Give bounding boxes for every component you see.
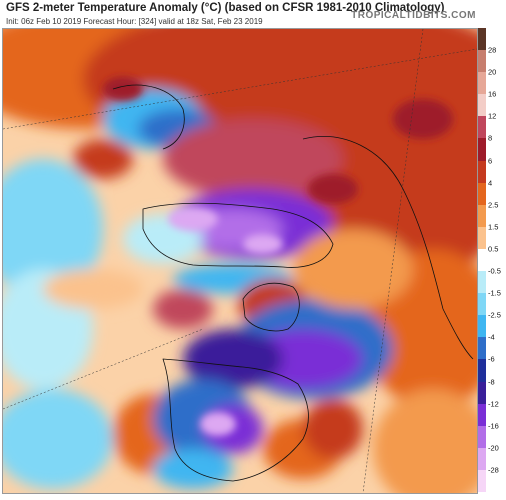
colorbar-cell	[478, 226, 486, 250]
colorbar-label: -4	[488, 332, 495, 342]
colorbar-cell	[478, 116, 486, 139]
lat-lon-grid	[3, 29, 477, 493]
colorbar-cell	[478, 469, 486, 493]
colorbar-label: -0.5	[488, 266, 501, 276]
colorbar-label: 2.5	[488, 200, 499, 210]
map-title: GFS 2-meter Temperature Anomaly (°C) (ba…	[6, 2, 445, 14]
colorbar-label: -2.5	[488, 310, 501, 320]
map-canvas	[3, 29, 477, 493]
colorbar-label: 6	[488, 156, 493, 166]
colorbar-label: -28	[488, 465, 499, 475]
colorbar-label: -1.5	[488, 288, 501, 298]
anomaly-field	[3, 29, 477, 493]
colorbar-label: 0.5	[488, 244, 499, 254]
colorbar-label: -6	[488, 354, 495, 364]
colorbar-cell	[478, 359, 486, 383]
colorbar-cell	[478, 425, 486, 449]
coastlines	[112, 84, 474, 482]
colorbar-cell	[478, 182, 486, 206]
brand-watermark: TROPICALTIDBITS.COM	[351, 10, 476, 21]
colorbar-label: -16	[488, 421, 499, 431]
colorbar-label: -20	[488, 443, 499, 453]
colorbar-cell	[478, 337, 486, 360]
colorbar-cell	[478, 315, 486, 338]
colorbar-cell	[478, 50, 486, 73]
colorbar: 28 20 16 12 8 6 4 2.5 1.5 0.5 -0.5 -1.5 -2.5 -4 -6 -8 -1…	[478, 28, 504, 493]
colorbar-label: 28	[488, 45, 497, 55]
map-subtitle: Init: 06z Feb 10 2019 Forecast Hour: [32…	[6, 17, 263, 26]
colorbar-cell	[478, 94, 486, 117]
colorbar-label: -12	[488, 399, 499, 409]
colorbar-label: 12	[488, 111, 497, 121]
colorbar-label: 1.5	[488, 222, 499, 232]
colorbar-label: 16	[488, 89, 497, 99]
colorbar-cell	[478, 447, 486, 471]
colorbar-cell	[478, 403, 486, 427]
colorbar-cell	[478, 293, 486, 316]
colorbar-cell	[478, 271, 486, 294]
colorbar-cell	[478, 160, 486, 184]
colorbar-cell	[478, 28, 486, 51]
colorbar-cell	[478, 381, 486, 405]
colorbar-cell	[478, 138, 486, 162]
colorbar-label: 4	[488, 178, 493, 188]
colorbar-cell	[478, 204, 486, 228]
colorbar-label: -8	[488, 377, 495, 387]
colorbar-label: 20	[488, 67, 497, 77]
colorbar-label: 8	[488, 133, 493, 143]
colorbar-cell	[478, 248, 486, 272]
colorbar-cell	[478, 72, 486, 95]
anomaly-detail	[103, 77, 453, 436]
temperature-anomaly-map	[2, 28, 478, 494]
